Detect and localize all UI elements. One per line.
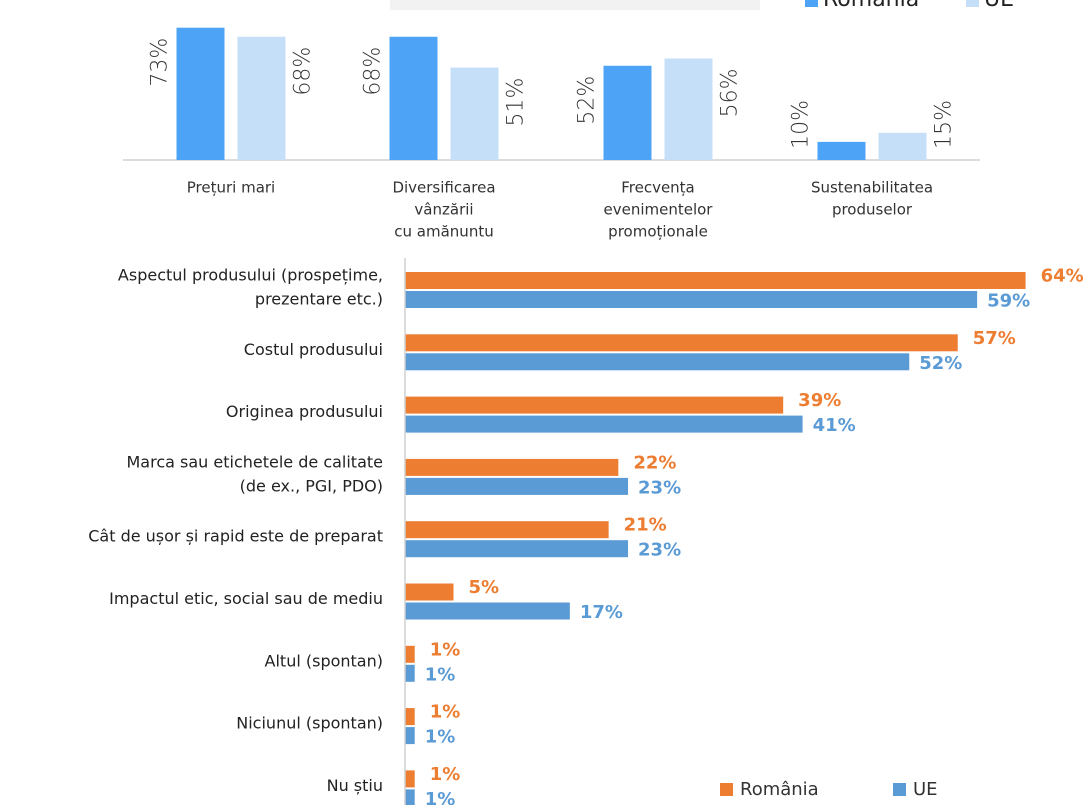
bar	[405, 458, 619, 476]
bar	[405, 770, 415, 788]
data-label: 73%	[148, 38, 173, 87]
bar	[405, 583, 454, 601]
bar	[405, 645, 415, 663]
x-tick-label: evenimentelor	[604, 201, 714, 219]
bar	[405, 727, 415, 745]
data-label: 1%	[425, 727, 456, 748]
data-label: 68%	[361, 47, 386, 96]
legend-swatch	[720, 783, 733, 796]
x-tick-label: produselor	[832, 201, 913, 219]
bar	[405, 664, 415, 682]
data-label: 68%	[291, 47, 316, 96]
data-label: 23%	[638, 540, 681, 561]
data-label: 15%	[932, 100, 957, 149]
data-label: 59%	[987, 291, 1030, 312]
data-label: 5%	[468, 577, 499, 598]
x-tick-label: Prețuri mari	[187, 179, 275, 197]
data-label: 17%	[580, 602, 623, 623]
data-label: 1%	[430, 764, 461, 785]
y-tick-label: Marca sau etichetele de calitate	[127, 452, 384, 471]
data-label: 21%	[624, 515, 667, 536]
bar	[176, 27, 225, 160]
bar	[389, 36, 438, 160]
legend-label: UE	[984, 0, 1014, 12]
data-label: 39%	[798, 390, 841, 411]
data-label: 52%	[575, 76, 600, 125]
bar	[405, 789, 415, 805]
data-label: 51%	[504, 78, 529, 127]
bar	[405, 415, 803, 433]
data-label: 1%	[430, 702, 461, 723]
data-label: 1%	[425, 664, 456, 685]
bar	[405, 540, 629, 558]
y-tick-label: Aspectul produsului (prospețime,	[118, 266, 383, 285]
bar	[603, 65, 652, 160]
x-tick-label: Sustenabilitatea	[811, 179, 933, 197]
bar	[405, 521, 609, 539]
x-tick-label: vânzării	[414, 201, 473, 219]
bar	[878, 132, 927, 160]
y-tick-label: Costul produsului	[244, 340, 383, 359]
y-tick-label: Altul (spontan)	[265, 651, 383, 670]
y-tick-label: Cât de ușor și rapid este de preparat	[88, 527, 383, 546]
data-label: 22%	[633, 452, 676, 473]
bar	[450, 67, 499, 160]
x-tick-label: Diversificarea	[392, 179, 495, 197]
legend-label: România	[740, 779, 819, 800]
legend-label: România	[823, 0, 919, 12]
data-label: 52%	[919, 353, 962, 374]
y-tick-label: Originea produsului	[226, 402, 383, 421]
legend-swatch	[893, 783, 906, 796]
data-label: 1%	[430, 639, 461, 660]
bar	[664, 58, 713, 160]
x-tick-label: cu amănuntu	[394, 223, 493, 241]
bar	[405, 602, 570, 620]
x-tick-label: Frecvența	[621, 179, 695, 197]
y-tick-label: Impactul etic, social sau de mediu	[109, 589, 383, 608]
y-tick-label: Niciunul (spontan)	[236, 714, 383, 733]
bar	[405, 353, 910, 371]
bar	[817, 141, 866, 160]
bar	[405, 477, 629, 495]
legend-swatch	[966, 0, 979, 7]
x-tick-label: promoționale	[608, 223, 708, 241]
title-box	[390, 0, 760, 10]
data-label: 41%	[813, 415, 856, 436]
bar	[405, 272, 1026, 289]
data-label: 57%	[973, 328, 1016, 349]
legend-label: UE	[913, 779, 938, 800]
bar	[405, 708, 415, 726]
data-label: 10%	[789, 100, 814, 149]
data-label: 1%	[425, 789, 456, 805]
bar	[405, 396, 784, 414]
data-label: 56%	[718, 69, 743, 118]
legend-swatch	[805, 0, 818, 7]
bar	[405, 291, 978, 308]
y-tick-label: (de ex., PGI, PDO)	[240, 476, 383, 495]
y-tick-label: Nu știu	[327, 776, 383, 795]
data-label: 64%	[1041, 266, 1084, 287]
data-label: 23%	[638, 477, 681, 498]
bar	[405, 334, 958, 352]
bar	[237, 36, 286, 160]
y-tick-label: prezentare etc.)	[255, 290, 383, 309]
